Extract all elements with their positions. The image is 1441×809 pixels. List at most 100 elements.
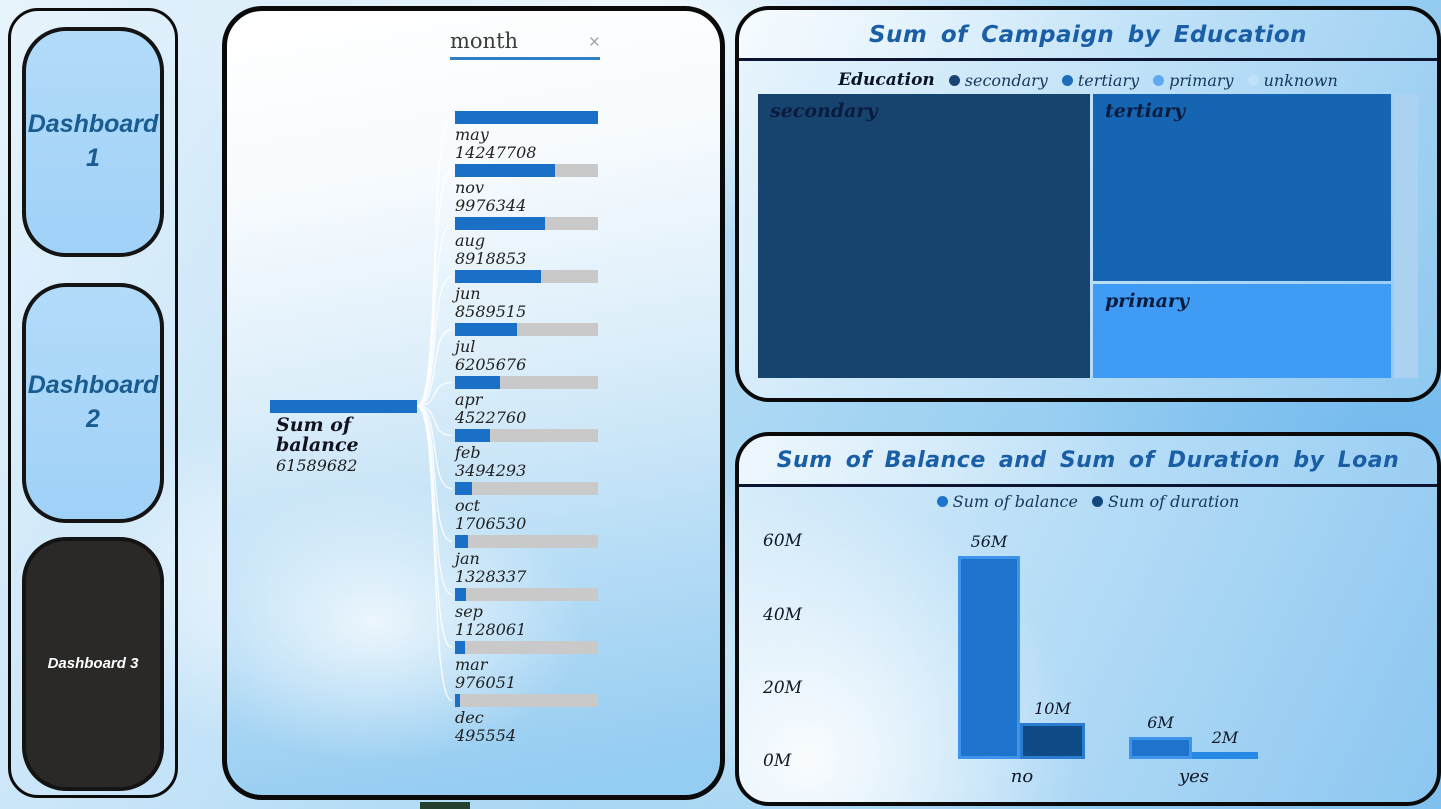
bar-chart-panel: Sum of Balance and Sum of Duration by Lo… [735, 432, 1441, 806]
tree-node-sep[interactable]: sep 1128061 [455, 588, 598, 640]
node-label: dec [455, 708, 484, 727]
node-bar-fill [455, 482, 473, 495]
sidebar-item-dashboard-2[interactable]: Dashboard 2 [22, 283, 164, 523]
tree-node-jun[interactable]: jun 8589515 [455, 270, 598, 322]
node-bar-fill [455, 164, 556, 177]
tree-node-may[interactable]: may 14247708 [455, 111, 598, 163]
sidebar-item-dashboard-1[interactable]: Dashboard 1 [22, 27, 164, 257]
treemap-panel: Sum of Campaign by Education Education s… [735, 6, 1441, 402]
treemap-title: Sum of Campaign by Education [739, 10, 1437, 61]
treemap-legend-items: secondary tertiary primary unknown [948, 70, 1338, 90]
bottom-edge-element [420, 802, 470, 809]
legend-dot [1061, 74, 1073, 86]
legend-dot [1153, 74, 1165, 86]
node-label: jun [455, 284, 481, 303]
node-bar-track [455, 588, 598, 601]
node-label: feb [455, 443, 481, 462]
tree-node-oct[interactable]: oct 1706530 [455, 482, 598, 534]
legend-label: primary [1169, 70, 1234, 90]
node-value: 1328337 [455, 567, 527, 587]
node-bar-fill [455, 111, 598, 124]
treemap-legend: Education secondary tertiary primary unknow… [739, 70, 1437, 90]
node-bar-track [455, 694, 598, 707]
legend-dot [1247, 74, 1259, 86]
y-axis-tick: 0M [763, 751, 792, 771]
node-bar-fill [455, 694, 460, 707]
node-value: 8918853 [455, 249, 527, 269]
treemap-tile-unknown[interactable] [1394, 94, 1418, 378]
node-bar-track [455, 376, 598, 389]
tree-node-nov[interactable]: nov 9976344 [455, 164, 598, 216]
legend-label: secondary [964, 70, 1048, 90]
legend-item-secondary: secondary [948, 70, 1048, 90]
legend-item-sum-of-duration: Sum of duration [1091, 492, 1240, 511]
tile-label: primary [1104, 290, 1189, 313]
node-label: sep [455, 602, 483, 621]
sidebar-item-dashboard-3[interactable]: Dashboard 3 [22, 537, 164, 791]
root-label: Sum of balance [276, 414, 359, 456]
bar-data-label: 10M [1034, 699, 1071, 718]
node-bar-fill [455, 641, 465, 654]
treemap-right-column: tertiary primary [1092, 94, 1391, 378]
bar-chart-plot: 60M 40M 20M 0M 56M 10M no 6M 2M yes [739, 436, 1437, 802]
node-bar-track [455, 429, 598, 442]
node-value: 9976344 [455, 196, 527, 216]
bar-yes-duration[interactable] [1192, 752, 1258, 759]
node-label: nov [455, 178, 484, 197]
tree-node-jan[interactable]: jan 1328337 [455, 535, 598, 587]
node-bar-track [455, 641, 598, 654]
legend-item-unknown: unknown [1247, 70, 1338, 90]
tree-node-feb[interactable]: feb 3494293 [455, 429, 598, 481]
legend-item-primary: primary [1153, 70, 1234, 90]
bar-no-duration[interactable] [1020, 723, 1085, 759]
legend-item-tertiary: tertiary [1061, 70, 1140, 90]
treemap-tile-secondary[interactable]: secondary [758, 94, 1090, 378]
treemap-tile-tertiary[interactable]: tertiary [1092, 94, 1391, 282]
tree-node-aug[interactable]: aug 8918853 [455, 217, 598, 269]
node-bar-track [455, 482, 598, 495]
node-bar-track [455, 111, 598, 124]
bar-no-balance[interactable] [958, 556, 1020, 759]
node-value: 14247708 [455, 143, 537, 163]
node-value: 495554 [455, 726, 517, 746]
tree-node-jul[interactable]: jul 6205676 [455, 323, 598, 375]
tree-root-node[interactable]: Sum of balance 61589682 [270, 400, 417, 475]
node-bar-track [455, 217, 598, 230]
node-label: mar [455, 655, 488, 674]
root-bar [270, 400, 417, 413]
legend-label: unknown [1263, 70, 1338, 90]
node-bar-track [455, 323, 598, 336]
nav-label: Dashboard 2 [27, 371, 159, 433]
legend-label: Sum of duration [1107, 492, 1240, 511]
field-label: month [450, 29, 519, 53]
bar-yes-balance[interactable] [1129, 737, 1192, 759]
tree-node-dec[interactable]: dec 495554 [455, 694, 598, 746]
bar-data-label: 6M [1147, 713, 1174, 732]
tree-field-header: month × [450, 29, 600, 60]
node-label: aug [455, 231, 486, 250]
node-bar-fill [455, 376, 501, 389]
legend-dot [936, 496, 948, 507]
bar-data-label: 56M [970, 532, 1008, 551]
treemap-tile-primary[interactable]: primary [1092, 284, 1391, 378]
bar-chart-legend: Sum of balance Sum of duration [739, 492, 1437, 511]
node-label: oct [455, 496, 481, 515]
node-bar-fill [455, 270, 542, 283]
treemap-chart: secondary tertiary primary [758, 94, 1418, 378]
legend-dot [1091, 496, 1103, 507]
node-bar-track [455, 164, 598, 177]
legend-label: tertiary [1077, 70, 1140, 90]
tree-node-apr[interactable]: apr 4522760 [455, 376, 598, 428]
node-label: jan [455, 549, 480, 568]
legend-label: Sum of balance [952, 492, 1078, 511]
root-value: 61589682 [276, 455, 358, 475]
node-value: 1128061 [455, 620, 527, 640]
node-bar-fill [455, 323, 518, 336]
close-icon[interactable]: × [588, 32, 600, 53]
tree-node-mar[interactable]: mar 976051 [455, 641, 598, 693]
legend-item-sum-of-balance: Sum of balance [936, 492, 1078, 511]
node-bar-fill [455, 535, 469, 548]
node-value: 976051 [455, 673, 517, 693]
bar-data-label: 2M [1211, 728, 1239, 747]
